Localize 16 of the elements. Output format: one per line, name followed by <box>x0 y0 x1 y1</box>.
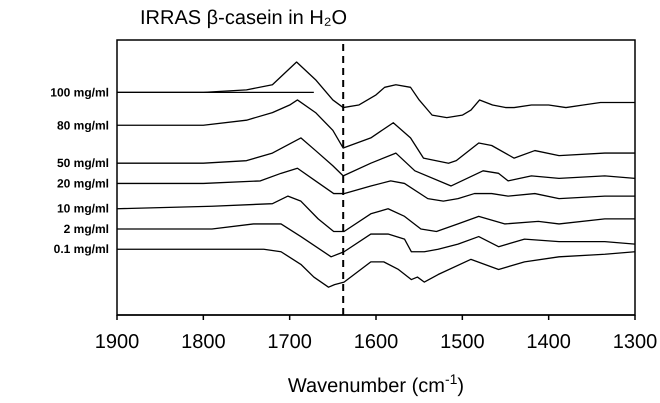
x-tick-label: 1900 <box>94 331 140 354</box>
x-tick-label: 1800 <box>181 331 226 354</box>
x-axis-title: Wavenumber (cm$^{-1}$) <box>288 371 464 397</box>
series-label: 50 mg/ml <box>56 156 109 170</box>
x-tick-label: 1300 <box>612 331 658 354</box>
x-tick-label: 1700 <box>267 331 312 354</box>
series-label: 0.1 mg/ml <box>54 242 109 256</box>
series-label: 2 mg/ml <box>64 222 109 236</box>
chart-title: IRRAS β-casein in H₂O <box>140 7 348 29</box>
series-label: 100 mg/ml <box>50 85 109 100</box>
series-label: 80 mg/ml <box>56 118 109 132</box>
x-tick-label: 1500 <box>440 331 485 354</box>
x-tick-label: 1600 <box>354 331 398 354</box>
series-label: 20 mg/ml <box>56 176 109 190</box>
x-tick-label: 1400 <box>526 331 571 354</box>
series-label: 10 mg/ml <box>56 202 109 216</box>
